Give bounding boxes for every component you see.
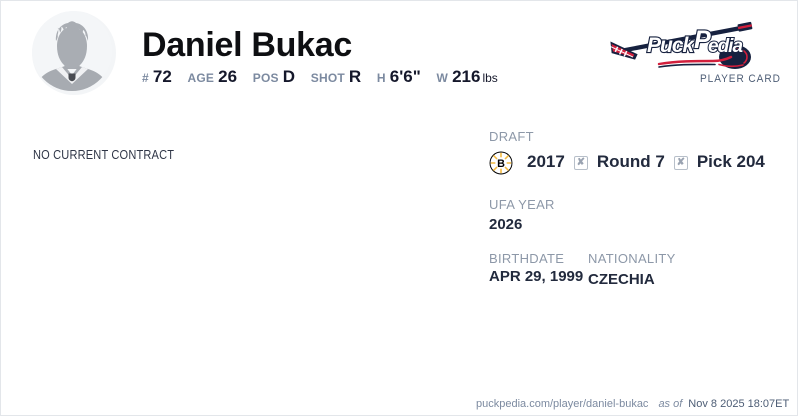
- svg-text:edia: edia: [708, 36, 743, 57]
- svg-text:B: B: [497, 158, 505, 170]
- svg-text:Puck: Puck: [647, 34, 696, 57]
